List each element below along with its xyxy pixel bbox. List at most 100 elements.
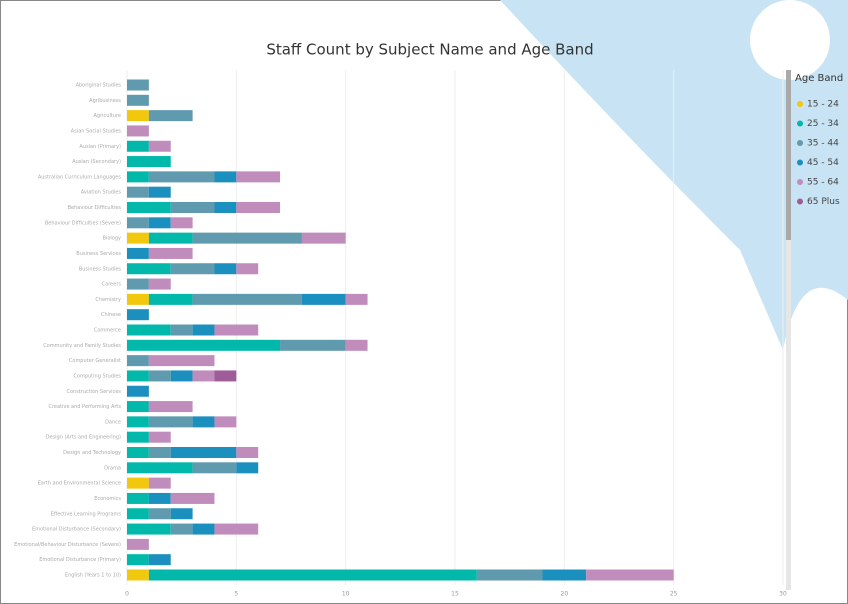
y-tick-label: Emotional Disturbance (Primary) xyxy=(39,557,121,563)
y-tick-label: Economics xyxy=(94,496,121,502)
bar-segment xyxy=(214,324,259,336)
bar-segment xyxy=(127,232,149,244)
y-tick-label: Business Services xyxy=(76,251,121,257)
bar-segment xyxy=(127,140,149,152)
legend-label: 65 Plus xyxy=(807,197,840,207)
bar-segment xyxy=(170,263,215,275)
y-tick-label: Computer Generalist xyxy=(69,358,121,364)
bar-segment xyxy=(148,355,215,367)
x-tick-label: 15 xyxy=(451,591,459,598)
decor-circle-inner xyxy=(750,0,830,80)
bar-segment xyxy=(127,492,149,504)
bar-segment xyxy=(214,263,237,275)
bar-segment xyxy=(170,447,237,458)
bar-segment xyxy=(127,263,171,275)
bar-segment xyxy=(214,370,237,382)
bar-segment xyxy=(148,431,171,443)
bar-segment xyxy=(148,508,171,520)
y-tick-label: Community and Family Studies xyxy=(43,343,121,349)
bar-segment xyxy=(214,416,237,428)
bar-segment xyxy=(127,370,149,382)
y-tick-label: Chinese xyxy=(101,312,121,318)
bar-segment xyxy=(192,232,302,244)
bar-segment xyxy=(148,186,171,198)
bar-segment xyxy=(127,94,149,106)
bar-segment xyxy=(170,492,215,504)
bar-segment xyxy=(148,278,171,290)
x-tick-label: 0 xyxy=(125,591,129,598)
bar-segment xyxy=(127,431,149,443)
y-tick-label: Emotional Disturbance (Secondary) xyxy=(32,527,121,533)
bar-segment xyxy=(127,202,171,213)
bar-segment xyxy=(192,523,215,535)
bar-segment xyxy=(148,232,193,244)
bar-segment xyxy=(127,477,149,489)
scrollbar xyxy=(786,70,791,590)
bar-segment xyxy=(148,416,193,428)
bar-segment xyxy=(301,232,346,244)
bar-segment xyxy=(345,339,368,351)
bar-segment xyxy=(127,508,149,520)
y-tick-label: Biology xyxy=(103,236,122,242)
x-tick-label: 10 xyxy=(342,591,350,598)
y-tick-label: Chemistry xyxy=(95,297,121,303)
bar-segment xyxy=(476,569,543,581)
y-tick-label: Design (Arts and Engineering) xyxy=(46,435,121,441)
bar-segment xyxy=(170,202,215,213)
bar-segment xyxy=(170,217,193,229)
bar-segment xyxy=(127,569,149,581)
x-tick-label: 25 xyxy=(670,591,678,598)
legend-label: 25 - 34 xyxy=(807,119,839,129)
bar-segment xyxy=(345,293,368,305)
y-tick-label: Asian Social Studies xyxy=(71,128,122,134)
y-tick-label: Commerce xyxy=(94,328,121,334)
bar-segment xyxy=(148,492,171,504)
bar-segment xyxy=(170,370,193,382)
bar-segment xyxy=(148,110,193,122)
bar-segment xyxy=(127,355,149,367)
bar-segment xyxy=(127,339,281,351)
y-tick-label: Effective Learning Programs xyxy=(51,511,122,517)
y-tick-label: Careers xyxy=(102,282,122,288)
y-tick-label: Computing Studies xyxy=(73,373,121,379)
legend-label: 15 - 24 xyxy=(807,100,839,110)
bar-segment xyxy=(127,293,149,305)
bar-segment xyxy=(236,263,259,275)
bar-segment xyxy=(127,171,149,183)
bar-segment xyxy=(127,324,171,336)
y-tick-label: Aviation Studies xyxy=(81,190,122,196)
bar-segment xyxy=(236,202,281,213)
x-tick-label: 5 xyxy=(234,591,238,598)
bar-segment xyxy=(127,110,149,122)
y-tick-label: Construction Services xyxy=(66,389,121,395)
bar-segment xyxy=(542,569,587,581)
y-tick-label: Agriculture xyxy=(94,113,122,119)
legend-label: 35 - 44 xyxy=(807,139,839,149)
bar-segment xyxy=(148,370,171,382)
bar-segment xyxy=(127,125,149,137)
bar-segment xyxy=(127,278,149,290)
bar-segment xyxy=(236,462,259,474)
scrollbar-thumb[interactable] xyxy=(786,70,791,240)
bar-segment xyxy=(148,477,171,489)
bar-segment xyxy=(214,202,237,213)
legend-marker xyxy=(797,159,803,166)
bar-segment xyxy=(170,508,193,520)
bar-segment xyxy=(214,171,237,183)
bar-segment xyxy=(127,416,149,428)
y-tick-label: Drama xyxy=(104,465,121,471)
legend-marker xyxy=(797,140,803,146)
y-tick-label: Business Studies xyxy=(79,266,122,272)
bar-segment xyxy=(127,217,149,229)
bar-segment xyxy=(170,523,193,535)
bar-segment xyxy=(127,538,149,550)
legend-title: Age Band xyxy=(795,73,843,84)
legend-marker xyxy=(797,101,803,107)
bar-segment xyxy=(192,370,215,382)
y-tick-label: Design and Technology xyxy=(63,450,121,456)
bar-segment xyxy=(127,247,149,259)
bar-segment xyxy=(127,462,193,474)
bar-segment xyxy=(148,140,171,152)
x-tick-label: 20 xyxy=(561,591,569,598)
